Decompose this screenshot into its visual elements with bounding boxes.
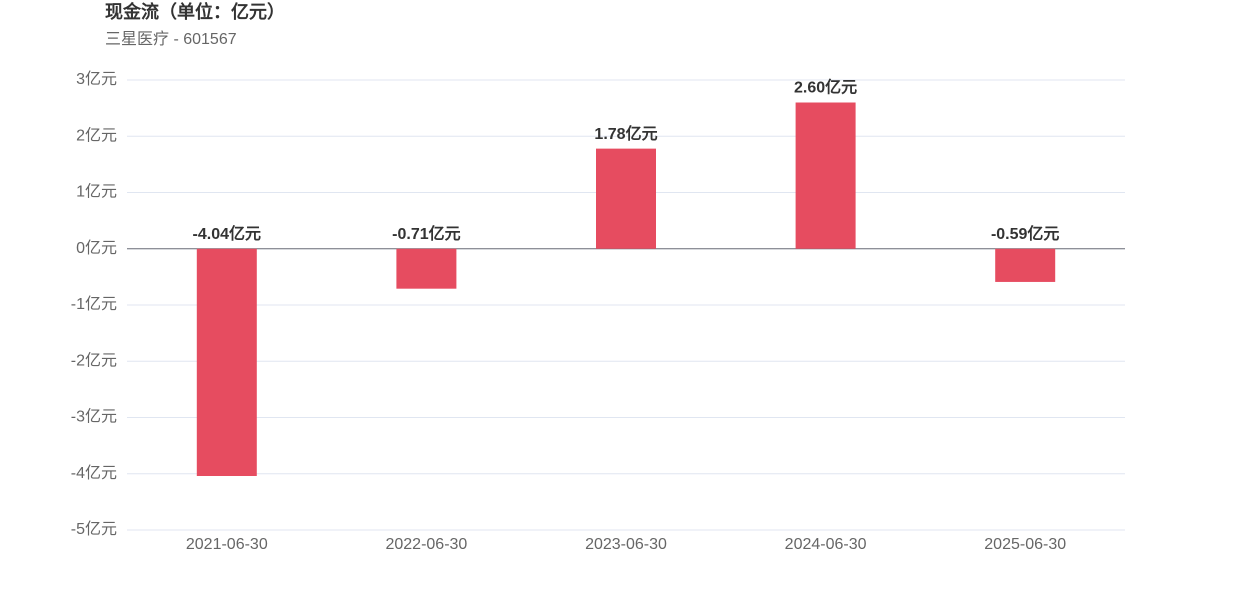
bar <box>196 248 257 476</box>
y-tick-label: -1亿元 <box>71 295 117 313</box>
y-tick-label: -3亿元 <box>71 408 117 426</box>
chart-title: 现金流（单位：亿元） <box>105 1 285 22</box>
x-tick-label: 2021-06-30 <box>186 536 268 553</box>
x-tick-label: 2023-06-30 <box>585 536 667 553</box>
y-tick-label: 0亿元 <box>76 239 117 257</box>
bar <box>596 148 656 249</box>
bar <box>396 248 457 289</box>
value-label: 2.60亿元 <box>794 78 857 97</box>
value-label: -0.71亿元 <box>392 224 460 243</box>
y-tick-label: 3亿元 <box>76 70 117 88</box>
value-label: -4.04亿元 <box>193 224 261 243</box>
value-label: -0.59亿元 <box>991 224 1059 243</box>
x-tick-label: 2022-06-30 <box>385 536 467 553</box>
y-tick-label: -5亿元 <box>71 520 117 538</box>
value-label: 1.78亿元 <box>594 124 657 143</box>
x-tick-label: 2025-06-30 <box>984 536 1066 553</box>
y-tick-label: 1亿元 <box>76 183 117 201</box>
x-tick-label: 2024-06-30 <box>785 536 867 553</box>
bar <box>795 102 856 249</box>
bar <box>995 248 1056 282</box>
y-tick-label: -2亿元 <box>71 351 117 369</box>
chart-subtitle: 三星医疗 - 601567 <box>105 30 237 48</box>
y-tick-label: -4亿元 <box>71 464 117 482</box>
y-tick-label: 2亿元 <box>76 126 117 144</box>
